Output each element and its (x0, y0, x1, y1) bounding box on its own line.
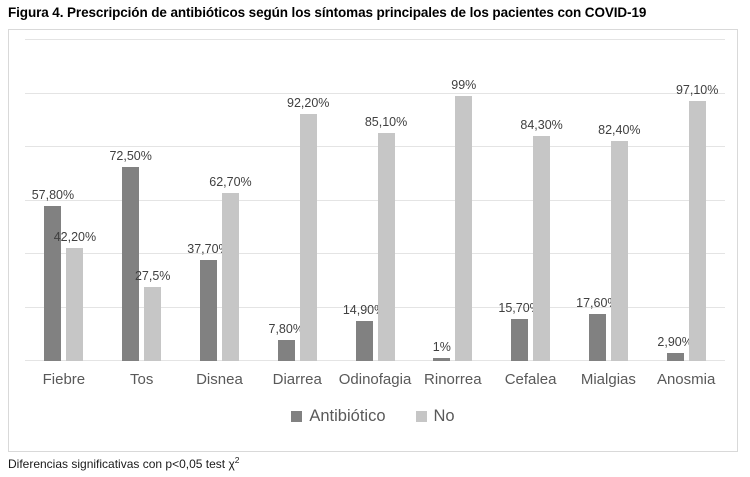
bar-value-label: 99% (451, 78, 477, 93)
bar-antibiotico: 14,90% (343, 303, 385, 361)
bar-group: 14,90% 85,10% (336, 40, 414, 361)
bar-group: 7,80% 92,20% (258, 40, 336, 361)
bar-group: 72,50% 27,5% (103, 40, 181, 361)
x-axis-label: Cefalea (504, 371, 557, 388)
bar-value-label: 15,70% (498, 301, 541, 316)
legend-item-no: No (415, 407, 455, 426)
x-axis-labels: Fiebre Tos Disnea Diarrea Odinofagia Rinorrea… (25, 371, 725, 388)
x-axis-label: Rinorrea (424, 371, 482, 388)
bar-value-label: 14,90% (342, 303, 386, 318)
bar-antibiotico: 2,90% (657, 335, 693, 361)
bar-no: 97,10% (676, 83, 718, 361)
bar-no: 82,40% (598, 123, 641, 361)
footnote: Diferencias significativas con p<0,05 te… (8, 455, 239, 471)
bar-value-label: 1% (432, 340, 451, 355)
bar-no: 84,30% (520, 118, 563, 361)
legend-swatch-icon (291, 411, 303, 422)
x-axis-label: Fiebre (42, 371, 86, 388)
bar-value-label: 2,90% (657, 335, 693, 350)
bar-no: 27,5% (135, 269, 170, 361)
bar-no: 85,10% (365, 115, 407, 361)
bar-antibiotico: 17,60% (576, 296, 619, 361)
bar-value-label: 82,40% (598, 122, 641, 137)
bar-antibiotico: 15,70% (498, 301, 541, 361)
gridline (25, 306, 725, 308)
bar-value-label: 27,5% (134, 269, 171, 284)
bar-value-label: 7,80% (268, 322, 304, 337)
x-axis-label: Odinofagia (338, 371, 412, 388)
bar-group: 37,70% 62,70% (181, 40, 259, 361)
bar-value-label: 84,30% (520, 117, 563, 132)
bar-antibiotico: 37,70% (187, 242, 230, 361)
x-axis-label: Mialgias (580, 371, 636, 388)
bar-group: 17,60% 82,40% (569, 40, 647, 361)
bar-value-label: 42,20% (53, 230, 97, 245)
bar-antibiotico: 57,80% (32, 188, 74, 361)
bar-groups: 57,80% 42,20% 72,50% 27,5% 37,70% 62,70% 7,80%… (25, 40, 725, 361)
bar-value-label: 92,20% (287, 96, 330, 111)
gridline (25, 39, 725, 40)
bar-antibiotico: 7,80% (269, 322, 304, 361)
bar-antibiotico: 72,50% (109, 149, 152, 361)
bar-no: 62,70% (209, 175, 252, 361)
bar-value-label: 97,10% (675, 83, 719, 98)
bar-value-label: 57,80% (31, 188, 75, 203)
legend-item-antibiotico: Antibiótico (291, 407, 386, 426)
gridline (25, 146, 725, 147)
bar-group: 1% 99% (414, 40, 492, 361)
footnote-superscript: 2 (234, 455, 240, 465)
plot-area: 57,80% 42,20% 72,50% 27,5% 37,70% 62,70% 7,80%… (25, 39, 725, 361)
legend-label: Antibiótico (309, 407, 386, 425)
bar-value-label: 72,50% (109, 149, 152, 164)
bar-value-label: 85,10% (364, 115, 408, 130)
bar-value-label: 17,60% (576, 295, 619, 310)
legend: Antibiótico No (9, 407, 737, 426)
bar-antibiotico: 1% (433, 340, 451, 361)
bar-no: 92,20% (287, 96, 329, 361)
bar-no: 99% (451, 78, 476, 361)
gridline (25, 360, 725, 361)
footnote-text: Diferencias significativas con p<0,05 te… (8, 457, 235, 471)
legend-swatch-icon (415, 411, 427, 422)
bar-value-label: 37,70% (187, 242, 230, 257)
legend-label: No (433, 407, 455, 425)
figure-title: Figura 4. Prescripción de antibióticos s… (8, 5, 647, 20)
bar-group: 57,80% 42,20% (25, 40, 103, 361)
x-axis-label: Disnea (196, 371, 243, 388)
chart-area: 57,80% 42,20% 72,50% 27,5% 37,70% 62,70% 7,80%… (8, 29, 738, 452)
x-axis-label: Tos (130, 371, 154, 388)
gridline (25, 253, 725, 254)
bar-no: 42,20% (54, 230, 96, 361)
bar-group: 2,90% 97,10% (647, 40, 725, 361)
bar-group: 15,70% 84,30% (492, 40, 570, 361)
x-axis-label: Diarrea (272, 371, 322, 388)
x-axis-label: Anosmia (656, 371, 716, 388)
bar-value-label: 62,70% (209, 175, 252, 190)
gridline (25, 199, 725, 201)
gridline (25, 92, 725, 94)
